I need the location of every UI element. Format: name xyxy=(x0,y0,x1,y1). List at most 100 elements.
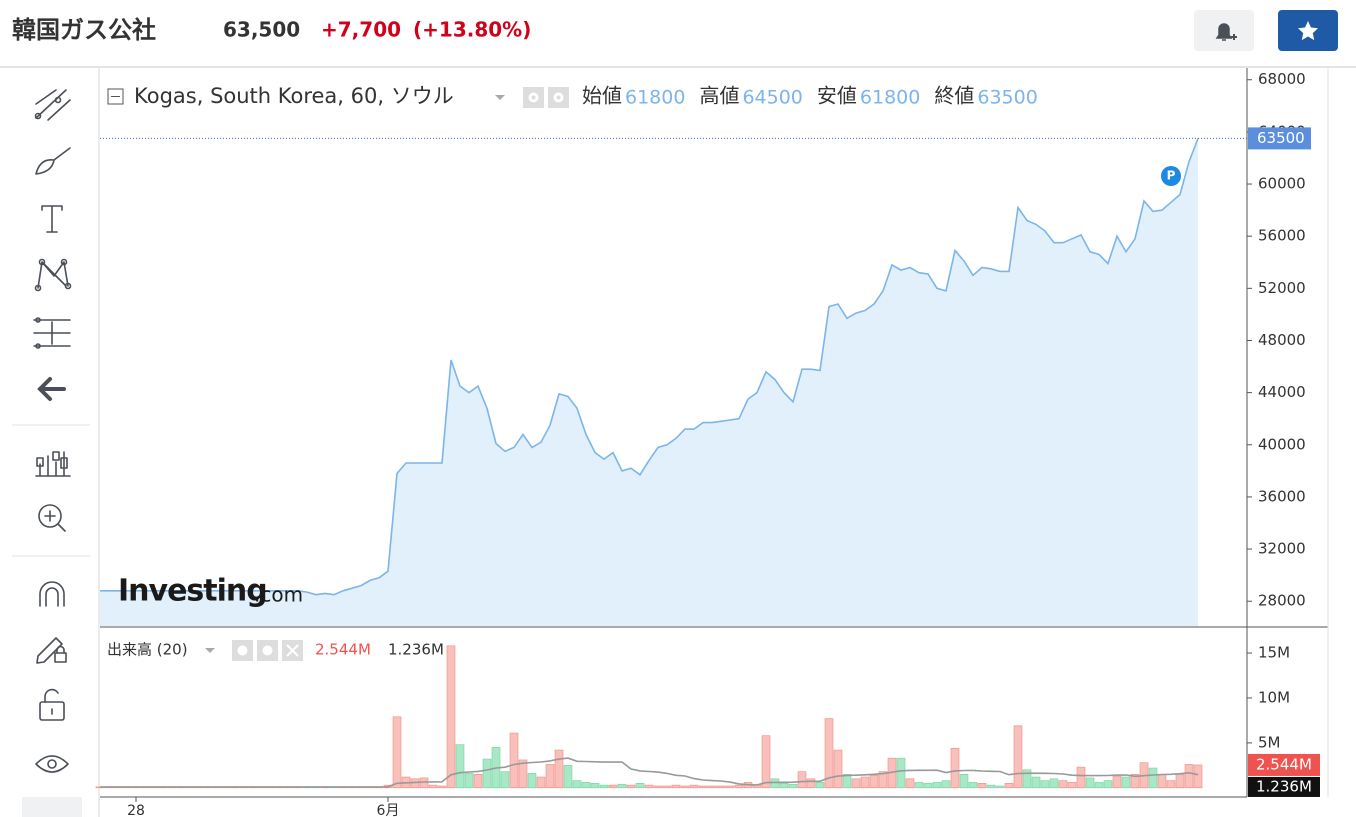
visibility-tool[interactable] xyxy=(35,755,69,773)
y-tick-label: 44000 xyxy=(1258,383,1306,401)
volume-bar xyxy=(788,783,798,789)
volume-bar xyxy=(635,783,645,789)
volume-settings[interactable] xyxy=(232,640,303,661)
toolbar xyxy=(12,68,100,817)
pattern-tool[interactable] xyxy=(34,258,72,292)
volume-bar xyxy=(986,784,996,789)
volume-bar xyxy=(545,764,555,789)
volume-bar xyxy=(896,757,906,789)
ohlc-label: 終値 xyxy=(934,84,974,108)
watchlist-button[interactable] xyxy=(1278,10,1338,51)
stock-name: 韓国ガス公社 xyxy=(12,16,156,44)
volume-bar xyxy=(428,784,438,789)
volume-bar xyxy=(680,785,690,789)
volume-bar xyxy=(662,785,672,789)
series-settings[interactable] xyxy=(523,87,569,108)
volume-bar xyxy=(1040,780,1050,789)
volume-ma-value: 1.236M xyxy=(388,641,444,659)
volume-bar xyxy=(590,783,600,789)
y-tick-label: 36000 xyxy=(1258,487,1306,505)
volume-bar xyxy=(671,784,681,789)
volume-bar xyxy=(995,785,1005,789)
volume-bar xyxy=(1058,780,1068,789)
volume-bar xyxy=(1085,777,1095,789)
y-tick-label: 40000 xyxy=(1258,435,1306,453)
volume-bar xyxy=(1148,767,1158,789)
volume-bar xyxy=(914,782,924,789)
back-tool[interactable] xyxy=(37,377,66,401)
volume-last-box xyxy=(1248,753,1320,776)
alert-button[interactable] xyxy=(1194,10,1254,51)
volume-bar xyxy=(959,774,969,789)
volume-bar xyxy=(1103,780,1113,789)
ohlc-label: 安値 xyxy=(817,84,857,108)
volume-bar xyxy=(455,744,465,789)
volume-bar xyxy=(932,782,942,789)
volume-bar xyxy=(536,776,546,789)
volume-bar xyxy=(761,735,771,789)
dropdown-arrow[interactable] xyxy=(205,648,215,653)
volume-bar xyxy=(1130,774,1140,789)
marker-label: P xyxy=(1167,169,1176,183)
brush-tool[interactable] xyxy=(35,147,71,175)
y-tick-label: 10M xyxy=(1258,688,1290,706)
dropdown-arrow[interactable] xyxy=(495,95,505,100)
volume-bar xyxy=(563,765,573,789)
volume-bar xyxy=(833,749,843,789)
stock-price: 63,500 xyxy=(223,18,300,42)
y-tick-label: 56000 xyxy=(1258,227,1306,245)
y-tick-label: 32000 xyxy=(1258,540,1306,558)
zoom-tool[interactable] xyxy=(38,504,66,532)
volume-bar xyxy=(851,778,861,789)
volume-bar xyxy=(572,780,582,789)
volume-last-label: 2.544M xyxy=(1256,755,1312,773)
header xyxy=(0,0,1356,66)
volume-bar xyxy=(581,782,591,789)
y-tick-label: 48000 xyxy=(1258,331,1306,349)
volume-bar xyxy=(815,782,825,789)
volume-bar xyxy=(1121,776,1131,789)
lock-tool[interactable] xyxy=(39,688,65,721)
x-tick-label: 6月 xyxy=(377,803,400,817)
volume-bar xyxy=(599,784,609,789)
text-tool[interactable] xyxy=(41,205,63,233)
volume-bar xyxy=(1175,774,1185,789)
ohlc-value: 64500 xyxy=(742,87,802,109)
y-tick-label: 15M xyxy=(1258,644,1290,662)
y-tick-label: 5M xyxy=(1258,733,1281,751)
volume-bar xyxy=(446,645,456,789)
trend-line-tool[interactable] xyxy=(34,89,71,121)
volume-bar xyxy=(905,778,915,789)
indicator-tool[interactable] xyxy=(35,451,71,477)
fib-tool[interactable] xyxy=(33,317,71,349)
magnet-tool[interactable] xyxy=(39,581,65,607)
volume-bar xyxy=(482,758,492,789)
volume-bar xyxy=(869,774,879,789)
volume-bar xyxy=(509,732,519,789)
lock-drawing-tool[interactable] xyxy=(36,637,67,664)
last-price-box xyxy=(1248,127,1311,150)
volume-bar xyxy=(617,783,627,789)
ohlc-value: 61800 xyxy=(860,87,920,109)
volume-bar xyxy=(824,718,834,789)
plot xyxy=(95,138,1203,789)
chart-title: Kogas, South Korea, 60, ソウル xyxy=(134,84,454,108)
volume-bar xyxy=(779,783,789,789)
volume-bar xyxy=(1157,774,1167,789)
volume-bar xyxy=(716,785,726,789)
volume-bar xyxy=(1166,780,1176,789)
delete-tool[interactable] xyxy=(22,797,82,817)
volume-bar xyxy=(968,782,978,789)
volume-bar xyxy=(1022,769,1032,789)
ohlc-value: 61800 xyxy=(625,87,685,109)
volume-bar xyxy=(797,771,807,789)
y-tick-label: 60000 xyxy=(1258,175,1306,193)
x-tick-label: 28 xyxy=(127,803,145,817)
volume-bar xyxy=(1013,725,1023,789)
volume-bar xyxy=(644,784,654,789)
volume-bar xyxy=(977,783,987,789)
volume-bar xyxy=(437,785,447,789)
volume-bar xyxy=(464,773,474,789)
volume-bar xyxy=(1112,775,1122,789)
volume-bar xyxy=(554,749,564,789)
